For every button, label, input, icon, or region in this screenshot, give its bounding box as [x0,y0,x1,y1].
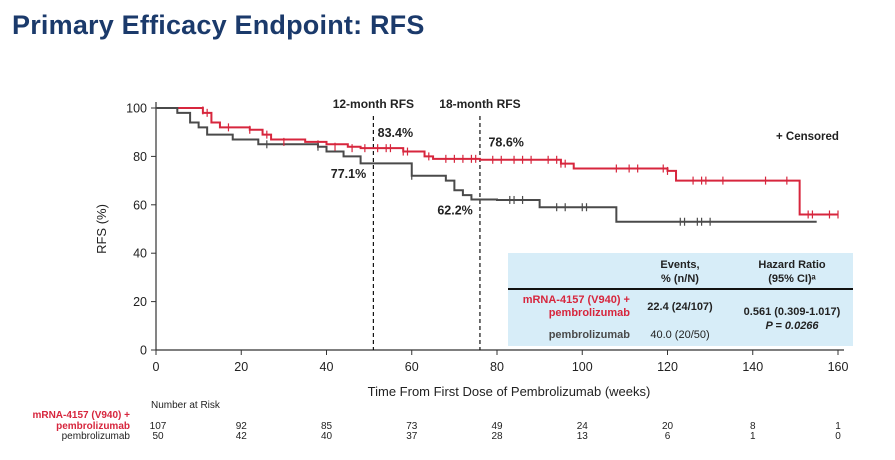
risk-mono-count: 42 [236,431,248,442]
risk-combo-label-line1: mRNA-4157 (V940) + [32,410,130,421]
y-axis-label: RFS (%) [94,204,109,254]
hr-table-background [508,253,853,346]
risk-table-title: Number at Risk [151,400,221,411]
reference-line-label: 12-month RFS [333,97,414,111]
x-tick-label: 20 [234,360,248,374]
risk-mono-count: 37 [406,431,418,442]
hr-row1-label-line2: pembrolizumab [549,307,631,319]
risk-mono-count: 40 [321,431,333,442]
risk-combo-count: 8 [750,421,756,432]
risk-combo-label-line2: pembrolizumab [56,421,130,432]
hr-row2-events: 40.0 (20/50) [650,329,709,341]
risk-combo-count: 92 [236,421,248,432]
hr-col-events-line1: Events, [660,259,699,271]
x-tick-label: 0 [153,360,160,374]
reference-line-label: 18-month RFS [439,97,520,111]
p-value: P = 0.0266 [765,320,819,332]
rfs-annotation: 77.1% [331,167,366,181]
risk-combo-count: 85 [321,421,333,432]
hr-row1-events: 22.4 (24/107) [647,301,713,313]
risk-combo-count: 20 [662,421,674,432]
y-tick-label: 20 [133,295,147,309]
risk-combo-count: 73 [406,421,418,432]
risk-mono-count: 28 [491,431,503,442]
mono-series-curve [156,107,817,223]
page-title: Primary Efficacy Endpoint: RFS [12,10,425,40]
x-axis-label: Time From First Dose of Pembrolizumab (w… [368,384,651,399]
risk-combo-count: 107 [150,421,167,432]
risk-mono-label: pembrolizumab [62,431,131,442]
y-tick-label: 80 [133,150,147,164]
y-tick-label: 60 [133,198,147,212]
x-tick-label: 40 [320,360,334,374]
hr-col-hr-line2: (95% CI)ᵃ [768,273,816,285]
legend-censored: + Censored [776,131,839,143]
risk-combo-count: 24 [577,421,589,432]
risk-combo-count: 1 [835,421,841,432]
risk-mono-count: 50 [152,431,164,442]
risk-mono-count: 6 [665,431,671,442]
x-tick-label: 160 [828,360,849,374]
y-tick-label: 0 [140,344,147,358]
y-tick-label: 100 [126,102,147,116]
hr-col-events-line2: % (n/N) [661,273,699,285]
hr-col-hr-line1: Hazard Ratio [758,259,826,271]
risk-combo-count: 49 [491,421,503,432]
x-tick-label: 140 [742,360,763,374]
x-tick-label: 60 [405,360,419,374]
rfs-annotation: 83.4% [378,126,413,140]
hr-row1-label-line1: mRNA-4157 (V940) + [523,294,630,306]
risk-mono-count: 13 [577,431,589,442]
y-tick-label: 40 [133,247,147,261]
rfs-annotation: 62.2% [437,203,472,217]
risk-mono-count: 1 [750,431,756,442]
x-tick-label: 80 [490,360,504,374]
x-tick-label: 100 [572,360,593,374]
risk-mono-count: 0 [835,431,841,442]
hr-row2-label: pembrolizumab [549,329,631,341]
hr-value: 0.561 (0.309-1.017) [744,306,841,318]
rfs-annotation: 78.6% [488,136,523,150]
x-tick-label: 120 [657,360,678,374]
